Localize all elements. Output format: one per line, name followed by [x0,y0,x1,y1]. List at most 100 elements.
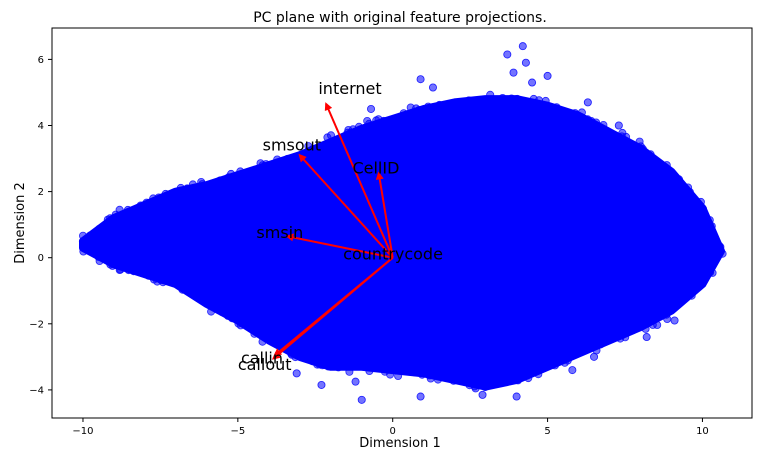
data-point [641,324,650,333]
arrow-smsin [285,233,393,259]
outlier-point [416,75,425,84]
data-point [659,161,668,170]
data-point [482,98,491,107]
outlier-point [521,58,530,67]
data-point [501,375,510,384]
data-point [153,277,162,286]
outlier-point [528,78,537,87]
y-axis: −4 −2 0 2 4 6 [29,55,52,396]
data-point [682,289,691,298]
data-point [376,360,385,369]
data-point [424,102,433,111]
data-point [563,112,572,121]
outlier-point [590,352,599,361]
data-point [599,121,608,130]
data-point [698,278,707,287]
data-point [535,100,544,109]
arrow-internet [324,102,394,259]
data-point [404,365,413,374]
feature-label-countrycode: countrycode [343,244,443,263]
data-point [541,96,550,105]
data-point [365,366,374,375]
data-point [623,142,632,151]
y-tick-label: −4 [29,385,44,396]
data-point [92,243,101,252]
points-layer [78,42,727,404]
arrows-layer [271,102,394,360]
data-point [486,90,495,99]
data-point [709,252,718,261]
outlier-point [357,395,366,404]
outlier-point [428,83,437,92]
plot-area: internet smsout CellID smsin countrycode call… [51,27,753,419]
data-point [522,102,531,111]
outlier-point [503,50,512,59]
data-point [433,375,442,384]
data-point [524,374,533,383]
data-point [633,320,642,329]
data-point [460,374,469,383]
data-point [498,94,507,103]
y-axis-label: Dimension 2 [13,182,28,264]
data-point [304,142,313,151]
data-point [209,180,218,189]
feature-labels-layer: internet smsout CellID smsin countrycode call… [238,79,443,374]
data-point [716,242,725,251]
data-point [260,325,269,334]
data-point [94,252,103,261]
data-point [675,175,684,184]
data-point [414,106,423,115]
data-point [105,257,114,266]
data-point [192,291,201,300]
data-point [468,375,477,384]
data-point [379,118,388,127]
x-tick-label: 5 [544,426,550,437]
outlier-point [317,380,326,389]
outlier-point [416,392,425,401]
data-point [223,311,232,320]
y-tick-label: 0 [38,253,44,264]
data-point [319,143,328,152]
data-point [363,117,372,126]
data-point [663,169,672,178]
data-point [235,172,244,181]
data-point [583,115,592,124]
data-point [465,381,474,390]
data-point [96,225,105,234]
y-tick-label: 2 [38,187,44,198]
outlier-point [670,316,679,325]
data-point [212,298,221,307]
data-point [547,103,556,112]
data-point [258,337,267,346]
y-tick-label: −2 [29,319,44,330]
feature-label-smsin: smsin [256,223,303,242]
data-point [513,94,522,103]
data-point [173,276,182,285]
data-point [141,203,150,212]
data-point [395,364,404,373]
data-point [525,367,534,376]
x-tick-label: −10 [72,426,93,437]
data-point [546,360,555,369]
outlier-point [518,42,527,51]
data-point [443,372,452,381]
data-point [494,378,503,387]
data-point [672,299,681,308]
outlier-point [292,369,301,378]
data-point [178,285,187,294]
data-point [650,308,659,317]
data-point [359,357,368,366]
data-point [198,180,207,189]
data-point [696,207,705,216]
outlier-point [614,121,623,130]
data-point [601,130,610,139]
data-point [449,376,458,385]
arrow-cellid [375,171,394,258]
data-point [79,231,88,240]
feature-label-cellid: CellID [352,158,399,177]
data-point [425,371,434,380]
data-point [466,98,475,107]
data-point [169,191,178,200]
data-point [394,371,403,380]
feature-label-internet: internet [318,79,381,98]
